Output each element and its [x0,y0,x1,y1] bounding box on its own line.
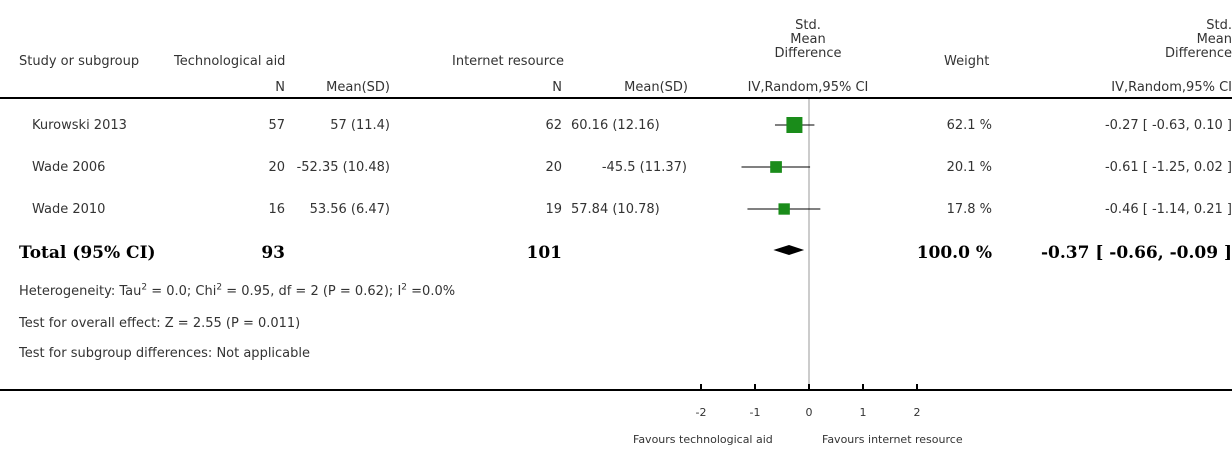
axis-tick-label: -2 [696,406,707,419]
bottom-rule [0,389,1232,391]
weight-cell: 17.8 % [946,202,992,217]
header-smd-line1: Std. [795,18,821,33]
study-name: Kurowski 2013 [32,118,127,133]
header-smd-line2: Mean [790,32,826,47]
ci-cell: -0.61 [ -1.25, 0.02 ] [1104,160,1232,175]
axis-tick-label: 0 [806,406,813,419]
n2-cell: 19 [545,202,562,217]
mean-sd2-cell: 60.16 (12.16) [571,118,660,133]
header-group1: Technological aid [174,54,286,69]
header-meansd2: Mean(SD) [624,80,688,95]
header-smd-line3: Difference [774,46,842,61]
axis-tick-label: 2 [914,406,921,419]
n1-cell: 16 [268,202,285,217]
mean-sd1-cell: 53.56 (6.47) [309,202,390,217]
header-n1: N [275,80,285,95]
n1-cell: 20 [268,160,285,175]
mean-sd1-cell: 57 (11.4) [330,118,390,133]
axis-tick-label: -1 [750,406,761,419]
total-diamond [773,245,805,255]
header-weight: Weight [944,54,990,69]
header-group2: Internet resource [452,54,564,69]
weight-cell: 20.1 % [946,160,992,175]
header-rule [0,97,1232,99]
header-smd2-line1: Std. [1206,18,1232,33]
n2-cell: 62 [545,118,562,133]
overall-effect-text: Test for overall effect: Z = 2.55 (P = 0… [19,316,301,331]
header-smd2-method: IV,Random,95% CI [1111,80,1232,95]
header-n2: N [552,80,562,95]
subgroup-diff-text: Test for subgroup differences: Not appli… [19,346,311,361]
total-n2: 101 [526,243,563,263]
axis-tick-label: 1 [860,406,867,419]
effect-square [778,203,790,215]
header-smd2-line2: Mean [1196,32,1232,47]
mean-sd2-cell: -45.5 (11.37) [601,160,687,175]
total-label: Total (95% CI) [19,243,156,263]
header-study: Study or subgroup [19,54,140,69]
heterogeneity-text: Heterogeneity: Tau2 = 0.0; Chi2 = 0.95, … [19,282,456,299]
header-smd2-line3: Difference [1164,46,1232,61]
n2-cell: 20 [545,160,562,175]
favours-right-label: Favours internet resource [822,433,963,446]
ci-cell: -0.46 [ -1.14, 0.21 ] [1104,202,1232,217]
study-name: Wade 2010 [32,202,106,217]
header-smd-method: IV,Random,95% CI [747,80,869,95]
total-weight: 100.0 % [916,243,992,263]
study-name: Wade 2006 [32,160,106,175]
header-meansd1: Mean(SD) [326,80,390,95]
n1-cell: 57 [268,118,285,133]
weight-cell: 62.1 % [946,118,992,133]
effect-square [770,161,782,173]
effect-square [786,117,803,133]
favours-left-label: Favours technological aid [633,433,773,446]
mean-sd1-cell: -52.35 (10.48) [296,160,390,175]
total-n1: 93 [261,243,285,263]
total-ci: -0.37 [ -0.66, -0.09 ] [1040,243,1232,263]
mean-sd2-cell: 57.84 (10.78) [571,202,660,217]
ci-cell: -0.27 [ -0.63, 0.10 ] [1104,118,1232,133]
